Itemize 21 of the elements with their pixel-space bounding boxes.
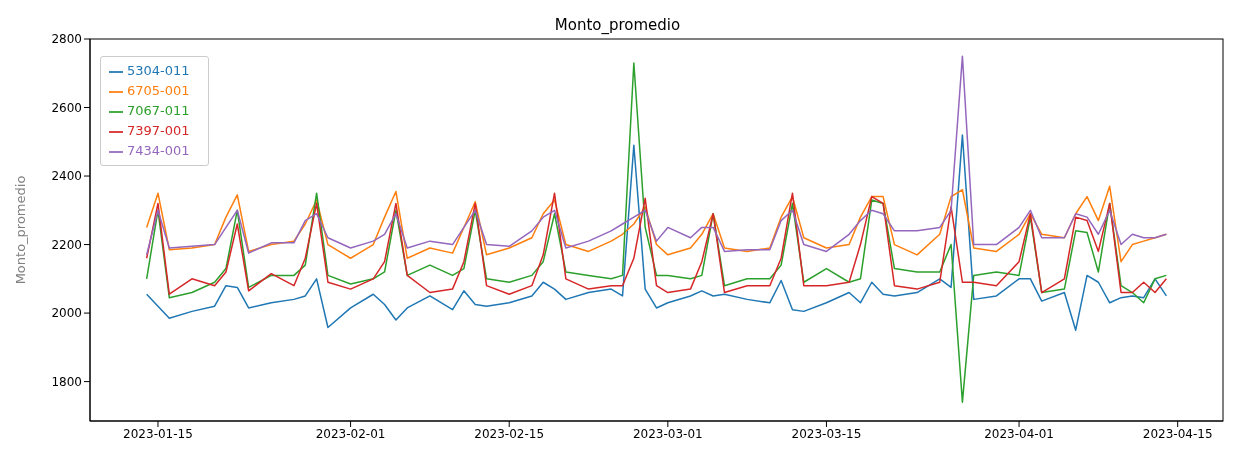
y-tick-label: 2200 [51,237,82,252]
y-tick-label: 1800 [51,374,82,389]
x-tick-label: 2023-01-15 [123,426,193,441]
y-tick-label: 2400 [51,169,82,184]
x-tick-label: 2023-03-01 [632,426,703,441]
legend-label: 6705-001 [127,83,190,98]
y-tick-label: 2800 [51,32,82,47]
x-tick-label: 2023-04-15 [1142,426,1213,441]
x-tick-label: 2023-04-01 [984,426,1054,441]
legend-label: 7067-011 [127,103,190,118]
y-axis-title: Monto_promedio [12,175,28,285]
x-tick-label: 2023-02-01 [315,426,386,441]
legend-label: 7397-001 [127,123,190,138]
legend-label: 5304-011 [127,63,190,78]
x-tick-label: 2023-02-15 [474,426,545,441]
x-tick-label: 2023-03-15 [791,426,862,441]
chart-title: Monto_promedio [553,16,682,34]
legend-label: 7434-001 [127,143,190,158]
y-tick-label: 2000 [51,306,82,321]
y-tick-label: 2600 [51,100,82,115]
line-series [145,192,1168,295]
